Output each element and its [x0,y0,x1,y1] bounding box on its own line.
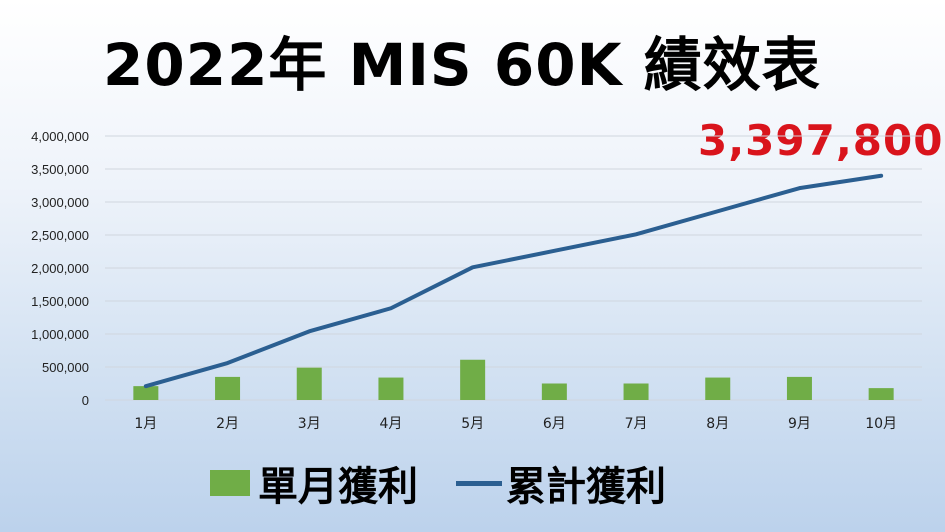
bar-monthly-profit [460,359,486,400]
y-tick-label: 1,000,000 [31,327,89,342]
legend-bar-swatch [210,470,250,496]
line-point-cumulative [144,384,148,388]
legend-item-bar: 單月獲利 [210,454,418,512]
y-tick-label: 4,000,000 [31,129,89,144]
bar-monthly-profit [378,377,404,400]
bar-monthly-profit [868,388,894,400]
line-point-cumulative [307,329,311,333]
bar-monthly-profit [541,383,567,400]
line-point-cumulative [471,265,475,269]
line-point-cumulative [552,249,556,253]
line-point-cumulative [716,209,720,213]
line-point-cumulative [226,361,230,365]
line-cumulative-profit [143,173,884,389]
x-tick-label: 2月 [216,416,239,432]
legend-line-swatch [456,480,502,486]
x-tick-label: 1月 [134,416,157,432]
cumulative-total-label: 3,397,800 [698,116,944,165]
y-tick-label: 1,500,000 [31,294,89,309]
bar-monthly-profit [215,376,241,400]
x-tick-label: 3月 [298,416,321,432]
bar-monthly-profit [786,376,812,400]
y-tick-label: 3,500,000 [31,162,89,177]
x-tick-label: 10月 [865,416,897,432]
line-point-cumulative [879,174,883,178]
x-tick-label: 7月 [625,416,648,432]
bar-monthly-profit [133,386,159,400]
chart-title: 2022年 MIS 60K 績效表 [103,31,821,99]
chart: 0 500,000 1,000,000 1,500,000 2,000,000 2,500… [31,129,922,432]
x-tick-label: 8月 [706,416,729,432]
y-tick-label: 0 [82,393,89,408]
line-point-cumulative [797,186,801,190]
legend-item-line: 累計獲利 [456,454,666,512]
x-tick-label: 5月 [461,416,484,432]
line-point-cumulative [634,232,638,236]
bar-monthly-profit [296,367,322,400]
x-tick-label: 9月 [788,416,811,432]
bar-monthly-profit [623,383,649,400]
y-tick-label: 2,500,000 [31,228,89,243]
y-tick-label: 500,000 [42,360,89,375]
x-tick-label: 4月 [379,416,402,432]
legend-label-bar: 單月獲利 [258,464,418,510]
y-tick-label: 2,000,000 [31,261,89,276]
legend: 單月獲利 累計獲利 [210,454,704,512]
x-tick-label: 6月 [543,416,566,432]
bar-monthly-profit [705,377,731,400]
y-tick-label: 3,000,000 [31,195,89,210]
line-point-cumulative [389,306,393,310]
legend-label-line: 累計獲利 [506,464,666,510]
